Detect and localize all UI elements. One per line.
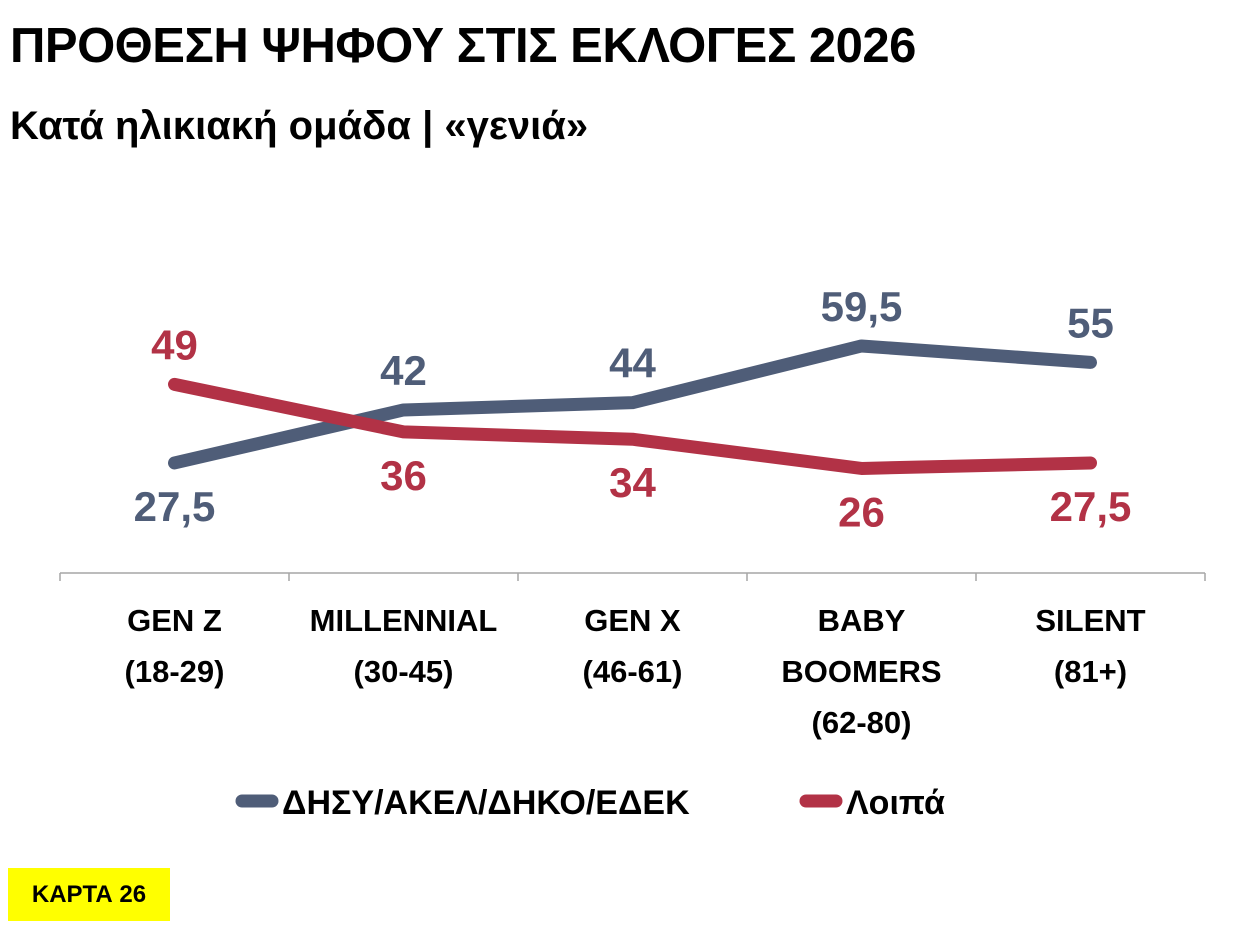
data-label: 42 (380, 347, 427, 394)
chart-subtitle: Κατά ηλικιακή ομάδα | «γενιά» (10, 104, 589, 148)
x-tick-label: BABY (818, 603, 906, 638)
x-tick-label: GEN X (584, 603, 681, 638)
data-label: 34 (609, 459, 656, 506)
chart-title: ΠΡΟΘΕΣΗ ΨΗΦΟΥ ΣΤΙΣ ΕΚΛΟΓΕΣ 2026 (10, 19, 916, 73)
series-line-1 (168, 377, 1097, 475)
x-tick-label: GEN Z (127, 603, 222, 638)
x-tick-label: (30-45) (354, 654, 454, 689)
data-label: 36 (380, 452, 427, 499)
data-label: 26 (838, 488, 885, 535)
x-tick-label: MILLENNIAL (310, 603, 498, 638)
x-tick-label: (62-80) (812, 705, 912, 740)
data-label: 27,5 (134, 483, 216, 530)
data-label: 44 (609, 340, 656, 387)
legend-label: ΔΗΣΥ/ΑΚΕΛ/ΔΗΚΟ/ΕΔΕΚ (282, 784, 690, 822)
data-label: 59,5 (821, 283, 903, 330)
x-tick-label: (18-29) (125, 654, 225, 689)
data-label: 49 (151, 321, 198, 368)
x-tick-label: (46-61) (583, 654, 683, 689)
series-line-0 (168, 339, 1097, 470)
data-label: 27,5 (1050, 483, 1132, 530)
data-label: 55 (1067, 299, 1114, 346)
x-tick-label: SILENT (1035, 603, 1145, 638)
x-tick-label: (81+) (1054, 654, 1127, 689)
x-tick-label: BOOMERS (781, 654, 941, 689)
card-number-badge: ΚΑΡΤΑ 26 (8, 868, 170, 921)
legend-label: Λοιπά (846, 784, 945, 822)
